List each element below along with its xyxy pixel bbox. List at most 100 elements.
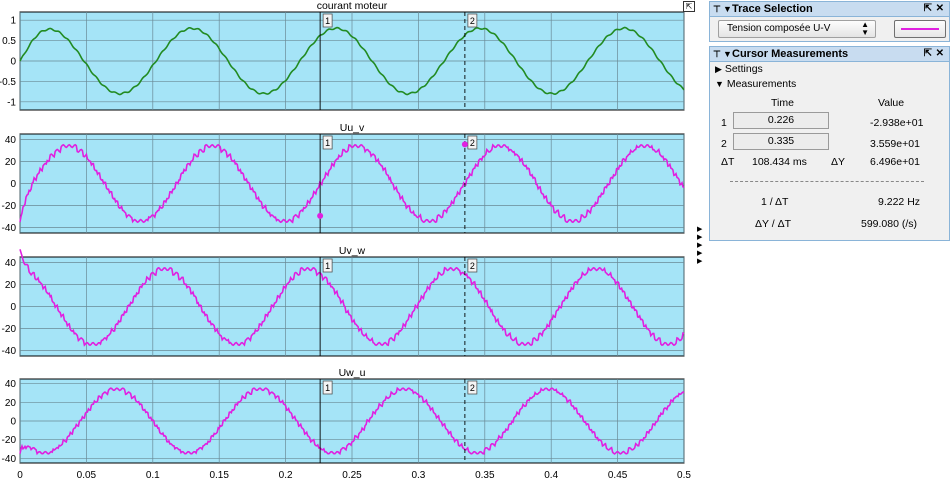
- x-tick-label: 0.2: [279, 470, 293, 481]
- undock-icon[interactable]: ⇱: [683, 1, 695, 12]
- x-tick-label: 0.35: [475, 470, 495, 481]
- cursor-2-tag: [467, 13, 478, 28]
- panel-title: Trace Selection: [732, 3, 813, 15]
- trace-marker-icon: ▶: [697, 234, 703, 241]
- trace-line: [19, 249, 685, 347]
- cursor2-value: 3.559e+01: [870, 138, 920, 150]
- cursor1-time-field[interactable]: 0.226: [733, 112, 829, 129]
- cursor2-label: 2: [721, 138, 727, 150]
- cursor-2-marker: [461, 141, 468, 148]
- cursor-1-tag-label: 1: [325, 261, 330, 271]
- y-tick-label: -40: [2, 346, 17, 357]
- line-color-swatch: [901, 28, 939, 30]
- collapse-arrow-icon[interactable]: ▼: [723, 4, 732, 14]
- delta-t-value: 108.434 ms: [752, 156, 807, 168]
- cursor2-time-field[interactable]: 0.335: [733, 133, 829, 150]
- cursor-1-tag-label: 1: [325, 16, 330, 26]
- y-tick-label: -1: [7, 97, 16, 108]
- x-tick-label: 0.5: [677, 470, 691, 481]
- x-tick-label: 0.1: [146, 470, 160, 481]
- time-column-header: Time: [771, 97, 794, 109]
- measurements-section-toggle[interactable]: ▼ Measurements: [715, 78, 796, 90]
- trace-line: [19, 143, 685, 224]
- y-tick-label: -40: [2, 223, 17, 234]
- cursor-1-marker: [317, 212, 324, 219]
- trace-line: [19, 26, 685, 96]
- expand-arrow-icon: ▶: [715, 64, 722, 74]
- trace-selection-header: ⊤ ▼ Trace Selection ⇱ ✕: [710, 2, 949, 17]
- y-tick-label: -40: [2, 454, 17, 465]
- y-tick-label: -20: [2, 324, 17, 335]
- delta-t-label: ΔT: [721, 156, 735, 168]
- trace-dropdown[interactable]: Tension composée U-V ▲ ▼: [718, 20, 876, 38]
- inverse-delta-t-label: 1 / ΔT: [761, 196, 789, 208]
- slope-value: 599.080 (/s): [861, 218, 918, 230]
- cursor-1-tag-label: 1: [325, 383, 330, 393]
- y-tick-label: 40: [5, 379, 17, 390]
- trace-line: [19, 386, 685, 456]
- panel-title: Cursor Measurements: [732, 48, 849, 60]
- trace-marker-icon: ▶: [697, 242, 703, 249]
- cursor-measurements-header: ⊤ ▼ Cursor Measurements ⇱ ✕: [710, 47, 949, 62]
- y-tick-label: 40: [5, 258, 17, 269]
- x-tick-label: 0.15: [209, 470, 229, 481]
- cursor-2-tag-label: 2: [470, 383, 475, 393]
- y-tick-label: 20: [5, 398, 17, 409]
- x-tick-label: 0.3: [411, 470, 425, 481]
- cursor-2-tag: [467, 380, 478, 395]
- cursor1-label: 1: [721, 117, 727, 129]
- undock-icon[interactable]: ⇱: [923, 3, 932, 14]
- y-tick-label: 0.5: [2, 36, 16, 47]
- y-tick-label: 0: [10, 57, 16, 68]
- cursor-1-tag: [322, 13, 333, 28]
- x-tick-label: 0.05: [77, 470, 97, 481]
- trace-selection-panel: ⊤ ▼ Trace Selection ⇱ ✕ Tension composée…: [709, 1, 950, 42]
- cursor-2-tag-label: 2: [470, 138, 475, 148]
- trace-marker-icon: ▶: [697, 258, 703, 265]
- value-column-header: Value: [878, 97, 905, 109]
- y-tick-label: 0: [10, 302, 16, 313]
- y-tick-label: 0: [10, 417, 16, 428]
- updown-chevron-icon: ▲ ▼: [861, 20, 869, 37]
- pin-icon[interactable]: ⊤: [713, 4, 721, 14]
- cursor-2-tag-label: 2: [470, 16, 475, 26]
- cursor1-value: -2.938e+01: [870, 117, 924, 129]
- inverse-delta-t-value: 9.222 Hz: [878, 196, 921, 208]
- close-icon[interactable]: ✕: [935, 3, 944, 14]
- collapse-arrow-icon[interactable]: ▼: [723, 49, 732, 59]
- undock-icon[interactable]: ⇱: [923, 48, 932, 59]
- measurements-label: Measurements: [726, 78, 797, 90]
- axes-title: courant moteur: [317, 0, 388, 12]
- cursor-1-tag: [322, 380, 333, 395]
- delta-y-value: 6.496e+01: [870, 156, 920, 168]
- y-tick-label: -20: [2, 435, 17, 446]
- collapse-arrow-icon: ▼: [715, 79, 724, 89]
- cursor-1-tag: [322, 135, 333, 150]
- slope-label: ΔY / ΔT: [755, 218, 792, 230]
- x-tick-label: 0: [17, 470, 23, 481]
- y-tick-label: 0: [10, 179, 16, 190]
- y-tick-label: -0.5: [0, 77, 16, 88]
- cursor-2-tag: [467, 135, 478, 150]
- cursor-2-tag-label: 2: [470, 261, 475, 271]
- y-tick-label: 20: [5, 280, 17, 291]
- x-tick-label: 0.4: [544, 470, 558, 481]
- axes-title: Uw_u: [339, 367, 366, 379]
- separator: [730, 181, 924, 182]
- close-icon[interactable]: ✕: [935, 48, 944, 59]
- cursor-1-tag: [322, 258, 333, 273]
- x-tick-label: 0.25: [342, 470, 362, 481]
- line-color-button[interactable]: [894, 20, 946, 38]
- settings-label: Settings: [724, 63, 763, 75]
- y-tick-label: 1: [10, 16, 16, 27]
- pin-icon[interactable]: ⊤: [713, 49, 721, 59]
- cursor-1-tag-label: 1: [325, 138, 330, 148]
- settings-section-toggle[interactable]: ▶ Settings: [715, 63, 763, 75]
- y-tick-label: 40: [5, 135, 17, 146]
- axes-title: Uu_v: [340, 122, 365, 134]
- cursor-2-tag: [467, 258, 478, 273]
- trace-dropdown-value: Tension composée U-V: [727, 23, 831, 34]
- trace-marker-icon: ▶: [697, 250, 703, 257]
- y-tick-label: 20: [5, 157, 17, 168]
